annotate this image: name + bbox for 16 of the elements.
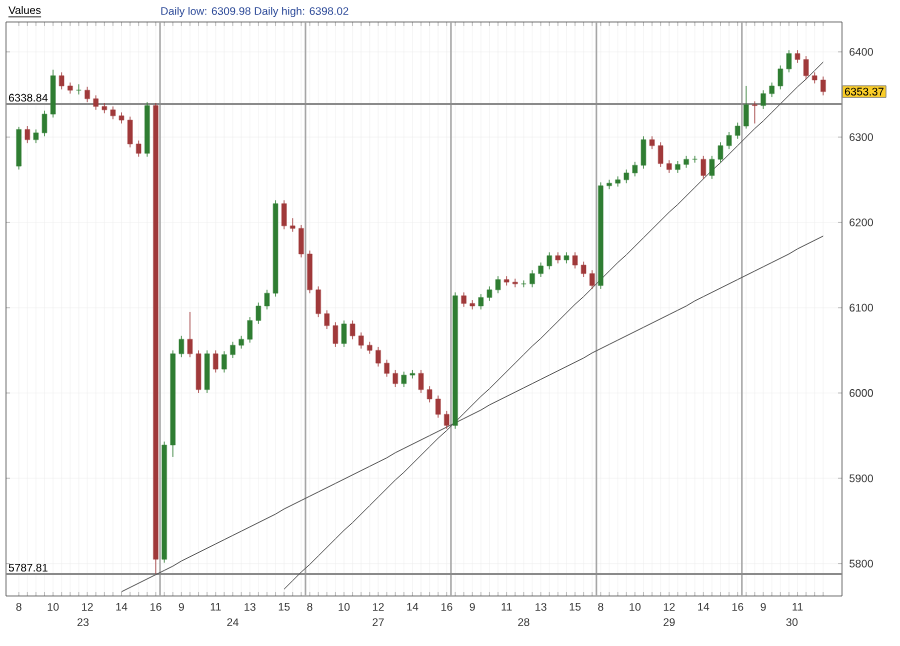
candlestick bbox=[752, 100, 758, 124]
candlestick bbox=[555, 251, 561, 264]
candlestick bbox=[820, 76, 826, 96]
candlestick bbox=[743, 85, 749, 129]
candlestick bbox=[640, 135, 647, 170]
candlestick bbox=[700, 155, 706, 180]
candlestick bbox=[16, 126, 22, 170]
candlestick bbox=[76, 83, 82, 95]
candlestick bbox=[341, 320, 347, 348]
candlestick bbox=[521, 280, 527, 288]
candlestick bbox=[144, 101, 150, 158]
candlestick bbox=[332, 321, 339, 348]
candlestick bbox=[204, 349, 210, 394]
candlestick bbox=[213, 349, 219, 373]
candlestick bbox=[589, 269, 595, 290]
candlestick bbox=[349, 320, 356, 340]
